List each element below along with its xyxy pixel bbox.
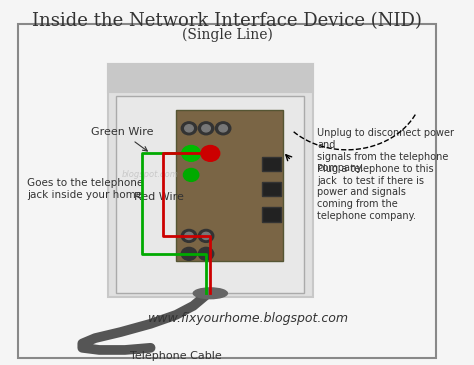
FancyBboxPatch shape (117, 96, 304, 293)
Circle shape (216, 122, 231, 135)
FancyBboxPatch shape (18, 24, 437, 358)
Text: Inside the Network Interface Device (NID): Inside the Network Interface Device (NID… (32, 12, 422, 30)
Circle shape (202, 125, 210, 132)
FancyBboxPatch shape (262, 207, 281, 222)
Circle shape (182, 247, 197, 260)
Ellipse shape (193, 288, 228, 299)
FancyBboxPatch shape (262, 157, 281, 171)
Text: Telephone Cable: Telephone Cable (130, 351, 222, 361)
Circle shape (219, 125, 228, 132)
Circle shape (201, 146, 220, 161)
Circle shape (182, 230, 197, 242)
Circle shape (199, 247, 214, 260)
Text: Red Wire: Red Wire (134, 192, 183, 202)
Circle shape (182, 122, 197, 135)
Circle shape (185, 125, 193, 132)
Circle shape (182, 146, 201, 161)
Text: www.fixyourhome.blogspot.com: www.fixyourhome.blogspot.com (148, 312, 349, 325)
FancyBboxPatch shape (108, 64, 313, 297)
Circle shape (185, 232, 193, 239)
Text: Unplug to disconnect power and
signals from the telephone company.: Unplug to disconnect power and signals f… (317, 128, 454, 173)
Circle shape (199, 230, 214, 242)
Text: Plug a telephone to this
jack  to test if there is
power and signals
coming from: Plug a telephone to this jack to test if… (317, 164, 434, 220)
Text: Green Wire: Green Wire (91, 127, 154, 151)
Circle shape (202, 232, 210, 239)
FancyBboxPatch shape (176, 110, 283, 261)
Text: blogspot.com: blogspot.com (122, 170, 179, 180)
FancyBboxPatch shape (262, 182, 281, 196)
Circle shape (183, 169, 199, 181)
FancyBboxPatch shape (108, 64, 313, 92)
Text: (Single Line): (Single Line) (182, 28, 273, 42)
Text: Goes to the telephone
jack inside your home: Goes to the telephone jack inside your h… (27, 178, 143, 200)
Circle shape (199, 122, 214, 135)
